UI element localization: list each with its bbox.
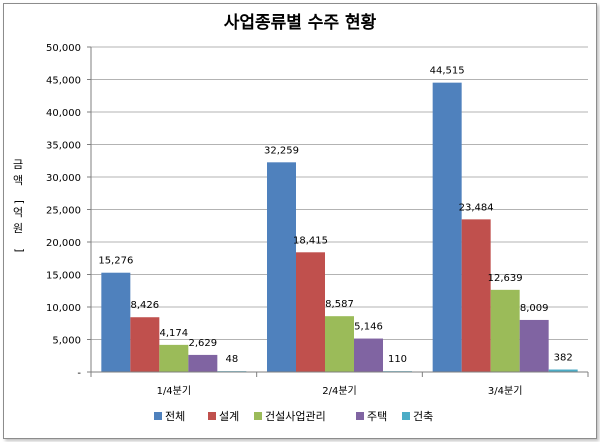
data-label: 4,174 (160, 328, 189, 339)
y-tick-label: 45,000 (46, 76, 81, 87)
bar (130, 317, 160, 372)
bar (519, 319, 549, 372)
data-label: 382 (554, 353, 573, 364)
bar (325, 316, 354, 372)
data-label: 18,415 (293, 235, 328, 246)
bar (159, 344, 189, 372)
legend-label: 주택 (367, 410, 387, 423)
bar (354, 338, 383, 372)
data-label: 32,259 (264, 145, 299, 156)
y-tick-label: 25,000 (46, 206, 81, 217)
legend-swatch (356, 412, 364, 420)
y-tick-label: 20,000 (46, 238, 81, 249)
legend-swatch (208, 412, 216, 420)
y-tick-label: 5,000 (52, 336, 81, 347)
y-tick-label: 35,000 (46, 141, 81, 152)
data-label: 8,009 (520, 303, 549, 314)
axes: - 5,000 10,000 15,000 20,000 25,000 30,000 35,0… (46, 43, 589, 397)
legend-swatch (402, 412, 410, 420)
y-axis-label: 금 액[억 원] (13, 158, 26, 252)
bar (432, 82, 462, 372)
y-tick-label: 30,000 (46, 173, 81, 184)
bars (101, 82, 578, 372)
bar (461, 219, 491, 372)
data-label: 15,276 (98, 256, 133, 267)
data-label: 110 (388, 354, 407, 365)
data-label: 8,587 (325, 299, 354, 310)
legend-label: 건축 (413, 410, 433, 423)
data-label: 23,484 (459, 202, 494, 213)
bar (296, 252, 325, 372)
bar (548, 369, 578, 372)
x-category-label: 2/4분기 (322, 385, 357, 397)
legend-label: 건설사업관리 (265, 410, 326, 423)
chart-title: 사업종류별 수주 현황 (224, 13, 377, 33)
data-label: 44,515 (430, 66, 465, 77)
x-category-label: 1/4분기 (157, 385, 192, 397)
y-tick-label: 15,000 (46, 271, 81, 282)
y-tick-label: 40,000 (46, 108, 81, 119)
data-label: 5,146 (354, 322, 383, 333)
legend-label: 전체 (165, 410, 185, 423)
legend-swatch (254, 412, 262, 420)
bar (490, 289, 520, 372)
legend-swatch (154, 412, 162, 420)
data-label: 48 (225, 354, 238, 365)
y-tick-label: 10,000 (46, 303, 81, 314)
y-tick-label: - (77, 368, 81, 379)
legend: 전체 설계 건설사업관리 주택 건축 (154, 410, 433, 423)
bar (188, 354, 218, 372)
legend-label: 설계 (219, 410, 239, 423)
bar (101, 272, 131, 372)
data-label: 8,426 (131, 300, 160, 311)
data-label: 12,639 (488, 273, 523, 284)
bar (267, 162, 296, 372)
x-category-label: 3/4분기 (488, 385, 523, 397)
y-tick-label: 50,000 (46, 43, 81, 54)
data-label: 2,629 (189, 338, 218, 349)
